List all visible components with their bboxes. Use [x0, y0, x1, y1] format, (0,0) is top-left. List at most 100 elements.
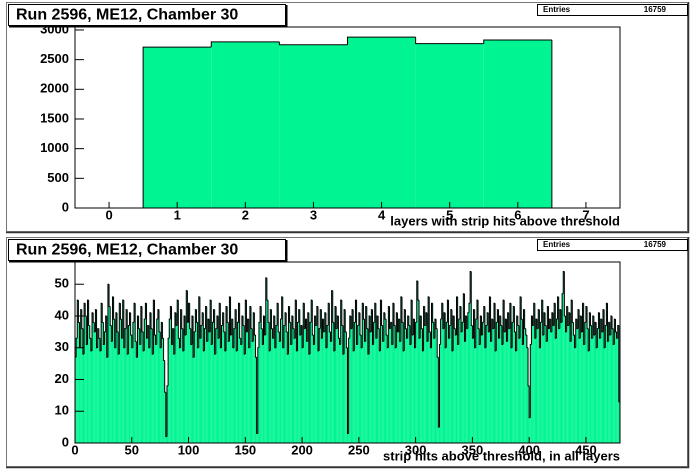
- bar: [506, 341, 508, 443]
- bar: [85, 315, 87, 443]
- bar: [512, 322, 514, 443]
- bar: [93, 322, 95, 443]
- bar: [337, 315, 339, 443]
- bar: [341, 325, 343, 443]
- bar: [390, 322, 392, 443]
- bar: [353, 350, 355, 443]
- bar: [260, 306, 262, 443]
- bar: [411, 300, 413, 443]
- x-tick-label: 300: [405, 442, 427, 457]
- bar-outline: [611, 315, 614, 330]
- bar-outline: [385, 319, 388, 336]
- bar: [329, 331, 331, 443]
- bar: [339, 344, 341, 443]
- bar: [447, 300, 449, 443]
- x-tick-label: 7: [582, 207, 589, 222]
- bar-outline: [282, 296, 284, 349]
- bar: [220, 347, 222, 443]
- stats-box: [537, 239, 688, 251]
- bar: [389, 328, 391, 443]
- bar-outline: [394, 325, 397, 349]
- bar: [498, 338, 500, 443]
- bar: [499, 315, 501, 443]
- bar: [314, 315, 316, 443]
- bar: [583, 344, 585, 443]
- bar: [348, 338, 350, 443]
- bar: [421, 328, 423, 443]
- bar: [549, 319, 551, 443]
- bar-outline: [604, 325, 607, 348]
- bar-outline: [126, 309, 129, 355]
- bar: [558, 328, 560, 443]
- bar: [313, 344, 315, 443]
- bar: [266, 300, 269, 443]
- bar: [245, 300, 247, 443]
- bar-outline: [209, 299, 212, 332]
- bar: [560, 322, 563, 443]
- bar: [198, 296, 200, 443]
- bar: [358, 312, 360, 443]
- bar: [287, 354, 289, 443]
- bar-outline: [516, 315, 518, 351]
- bar: [535, 319, 538, 443]
- bar: [481, 335, 483, 443]
- bar: [573, 335, 575, 443]
- bar-outline: [291, 315, 293, 345]
- bar: [190, 344, 192, 443]
- bar: [387, 347, 389, 443]
- bar-outline: [127, 325, 130, 355]
- bar-outline: [452, 315, 455, 351]
- plot-frame: [74, 26, 621, 209]
- bar: [160, 347, 162, 443]
- bar-outline: [183, 315, 186, 351]
- bar-outline: [419, 315, 422, 339]
- bar-outline: [225, 305, 228, 351]
- bar: [223, 331, 225, 443]
- bar: [516, 315, 518, 443]
- bar: [232, 347, 234, 443]
- bar-outline: [206, 306, 208, 342]
- bar: [300, 325, 303, 443]
- bar: [371, 309, 373, 443]
- bar: [189, 328, 191, 443]
- bar-outline: [413, 319, 416, 349]
- bar-outline: [329, 331, 332, 342]
- bar: [87, 300, 89, 443]
- bar: [199, 338, 202, 443]
- bar-outline: [524, 309, 526, 330]
- bar: [307, 312, 309, 443]
- bar-outline: [336, 315, 339, 329]
- bar-outline: [349, 315, 351, 339]
- bar-outline: [334, 305, 337, 351]
- bar: [128, 325, 130, 443]
- bar: [92, 312, 94, 443]
- bar: [154, 335, 156, 443]
- bar-outline: [417, 281, 420, 301]
- bar: [269, 350, 271, 443]
- bar: [185, 335, 187, 443]
- bar-outline: [172, 328, 174, 345]
- bar: [422, 350, 424, 443]
- bar: [105, 315, 107, 443]
- bar-outline: [505, 319, 508, 342]
- bar-outline: [585, 305, 588, 323]
- bar-outline: [562, 271, 565, 294]
- bar: [616, 338, 618, 443]
- bar: [530, 344, 532, 443]
- bar: [467, 312, 469, 443]
- bar: [426, 341, 429, 443]
- bar-outline: [114, 319, 116, 349]
- bar: [507, 312, 509, 443]
- bar: [471, 325, 473, 443]
- bar-outline: [599, 312, 601, 339]
- bar-outline: [156, 318, 158, 345]
- bar: [273, 315, 275, 443]
- bar-outline: [462, 293, 465, 323]
- bar: [605, 325, 607, 443]
- bar: [450, 309, 452, 443]
- bar: [453, 315, 455, 443]
- bar: [409, 344, 412, 443]
- bar-outline: [199, 296, 202, 339]
- bar: [540, 322, 542, 443]
- bar-outline: [498, 309, 500, 339]
